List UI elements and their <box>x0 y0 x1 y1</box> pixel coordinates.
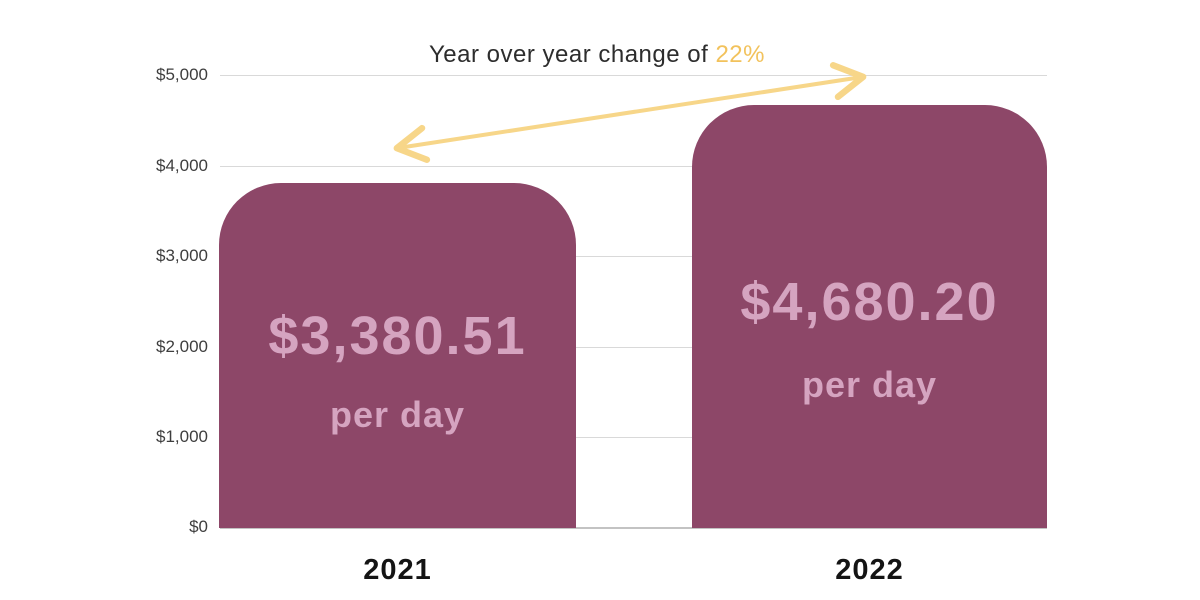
chart-title-text: Year over year change of <box>428 41 716 68</box>
gridline-5000 <box>220 75 1047 76</box>
gridline-3000 <box>220 256 1047 257</box>
bar-2021 <box>219 183 576 528</box>
y-tick-1000: $1,000 <box>156 427 208 446</box>
y-tick-0: $0 <box>189 517 208 536</box>
chart-title-highlight: 22% <box>715 41 765 68</box>
bar-unit-2021: per day <box>329 394 466 435</box>
bar-value-2022: $4,680.20 <box>740 272 999 332</box>
x-label-2022: 2022 <box>835 554 904 586</box>
y-tick-4000: $4,000 <box>156 156 208 175</box>
gridline-4000 <box>220 166 1047 167</box>
gridline-zero-baseline <box>220 527 1047 529</box>
y-tick-5000: $5,000 <box>156 65 208 84</box>
x-label-2021: 2021 <box>363 554 432 586</box>
bar-unit-2022: per day <box>801 364 938 405</box>
y-tick-3000: $3,000 <box>156 246 208 265</box>
bar-2022 <box>692 105 1047 528</box>
bar-value-2021: $3,380.51 <box>268 306 527 366</box>
gridline-2000 <box>220 347 1047 348</box>
y-tick-2000: $2,000 <box>156 337 208 356</box>
gridline-1000 <box>220 437 1047 438</box>
